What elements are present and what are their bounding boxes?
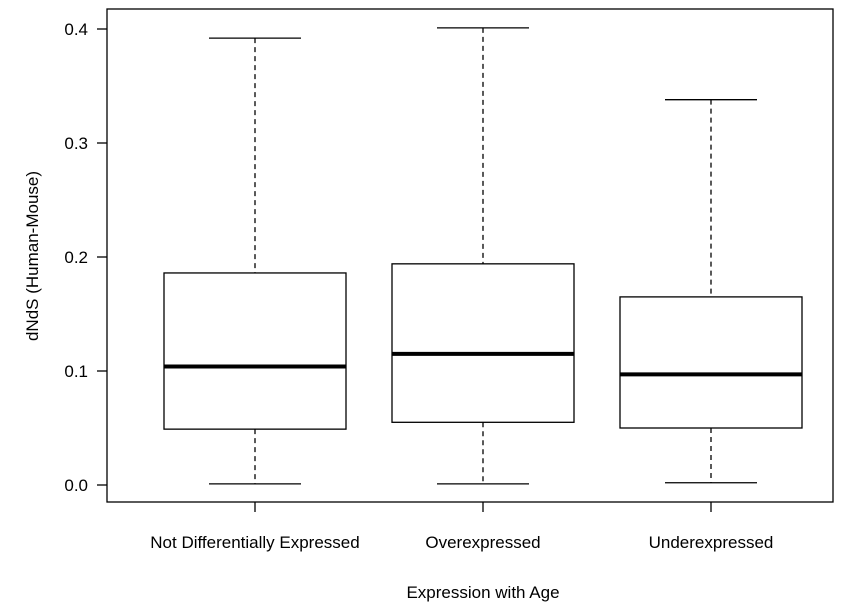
x-tick-label: Not Differentially Expressed	[150, 533, 359, 552]
iqr-box	[163, 272, 347, 430]
plot-frame	[106, 8, 834, 503]
y-tick-label: 0.0	[64, 476, 88, 495]
x-tick-label: Overexpressed	[425, 533, 540, 552]
y-tick-label: 0.1	[64, 362, 88, 381]
y-tick-label: 0.3	[64, 134, 88, 153]
x-axis: Not Differentially Expressed Overexpresse…	[150, 502, 773, 552]
y-tick-label: 0.2	[64, 248, 88, 267]
boxes-group	[163, 27, 803, 485]
y-axis: 0.0 0.1 0.2 0.3 0.4	[64, 20, 107, 495]
x-tick-label: Underexpressed	[649, 533, 774, 552]
iqr-box	[619, 296, 803, 429]
x-axis-title: Expression with Age	[406, 583, 559, 602]
y-tick-label: 0.4	[64, 20, 88, 39]
y-axis-title: dNdS (Human-Mouse)	[23, 171, 42, 341]
iqr-box	[391, 263, 575, 423]
